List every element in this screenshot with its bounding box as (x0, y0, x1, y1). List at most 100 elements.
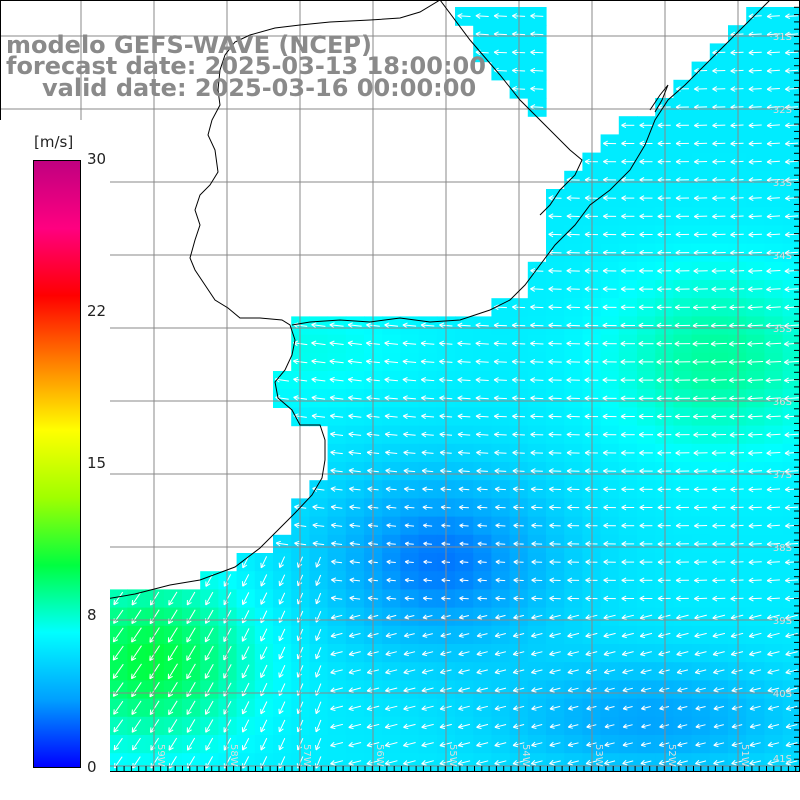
wind-arrow (549, 632, 561, 639)
wind-arrow (566, 450, 580, 456)
wind-arrow (459, 541, 469, 547)
wind-arrow (675, 522, 689, 529)
wind-arrow (476, 741, 489, 748)
wind-arrow (730, 122, 744, 129)
wind-arrow (311, 322, 326, 329)
wind-arrow (767, 705, 780, 711)
wind-arrow (459, 523, 469, 529)
coastline-uruguay-brazil (291, 0, 771, 326)
wind-arrow (730, 541, 744, 547)
wind-arrow (674, 340, 691, 347)
wind-arrow (315, 629, 322, 641)
wind-arrow (349, 504, 361, 511)
wind-arrow (603, 632, 616, 639)
wind-arrow (384, 413, 398, 420)
wind-arrow (531, 504, 543, 511)
wind-arrow (530, 322, 544, 329)
wind-arrow (131, 719, 142, 733)
wind-arrow (330, 705, 344, 711)
wind-arrow (494, 723, 507, 730)
wind-arrow (712, 504, 726, 511)
wind-arrow (603, 213, 617, 220)
wind-arrow (315, 574, 322, 586)
wind-arrow (330, 504, 343, 511)
wind-arrow (403, 705, 416, 711)
wind-arrow (315, 719, 322, 733)
wind-arrow (785, 705, 798, 711)
wind-arrow (603, 522, 616, 529)
wind-arrow (711, 268, 726, 274)
wind-arrow (785, 158, 799, 165)
wind-arrow (747, 304, 763, 311)
wind-arrow (693, 450, 708, 456)
wind-arrow (622, 687, 634, 693)
wind-arrow (459, 504, 469, 510)
wind-arrow (329, 395, 344, 401)
wind-arrow (566, 231, 580, 238)
wind-arrow (531, 522, 543, 529)
wind-arrow (330, 669, 343, 675)
wind-arrow (348, 687, 362, 693)
wind-arrow (548, 322, 562, 329)
wind-arrow (731, 723, 743, 729)
wind-arrow (167, 645, 178, 662)
wind-arrow (385, 632, 397, 638)
wind-arrow (712, 559, 726, 566)
wind-arrow (692, 395, 709, 402)
wind-arrow (747, 341, 764, 347)
wind-arrow (730, 522, 744, 529)
wind-arrow (384, 760, 398, 766)
wind-arrow (712, 486, 726, 493)
latitude-labels: 31S 32S 33S 34S 35S 36S 37S 38S 39S 40S 41S (773, 32, 792, 765)
wind-arrow (729, 377, 745, 384)
wind-arrow (403, 632, 415, 638)
wind-arrow (113, 737, 123, 751)
wind-arrow (421, 449, 434, 456)
wind-arrow (403, 431, 416, 438)
wind-arrow (477, 595, 488, 601)
wind-arrow (785, 632, 798, 639)
wind-arrow (693, 504, 708, 511)
wind-arrow (548, 286, 562, 292)
wind-arrow (638, 359, 654, 365)
wind-arrow (712, 614, 726, 620)
wind-arrow (785, 760, 798, 766)
wind-arrow (784, 432, 799, 438)
wind-arrow (748, 213, 762, 220)
wind-arrow (531, 577, 543, 583)
wind-arrow (348, 395, 362, 401)
wind-arrow (710, 340, 727, 347)
wind-arrow (657, 504, 671, 511)
wind-arrow (765, 359, 782, 365)
wind-arrow (712, 231, 726, 238)
wind-arrow (712, 213, 726, 220)
wind-arrow (476, 650, 488, 657)
latitude-label: 41S (773, 754, 792, 765)
wind-arrow (620, 377, 635, 383)
wind-arrow (567, 723, 579, 729)
wind-arrow (766, 486, 781, 493)
wind-arrow (330, 741, 344, 748)
wind-arrow (566, 340, 581, 347)
wind-arrow (712, 632, 726, 639)
wind-arrow (205, 609, 214, 624)
wind-arrow (766, 432, 781, 438)
wind-arrow (621, 632, 634, 639)
wind-arrow (766, 595, 780, 602)
wind-arrow (766, 468, 781, 475)
wind-arrow (403, 468, 416, 474)
wind-arrow (475, 49, 489, 56)
wind-arrow (423, 559, 432, 565)
wind-arrow (422, 614, 433, 620)
wind-arrow (641, 723, 651, 729)
wind-arrow (476, 486, 488, 492)
wind-arrow (639, 468, 653, 474)
wind-arrow (458, 468, 470, 474)
wind-arrow (639, 268, 653, 274)
wind-arrow (766, 195, 780, 202)
wind-arrow (675, 431, 690, 438)
wind-arrow (131, 609, 142, 625)
wind-arrow (495, 541, 506, 547)
wind-arrow (693, 195, 708, 202)
wind-arrow (766, 67, 780, 74)
